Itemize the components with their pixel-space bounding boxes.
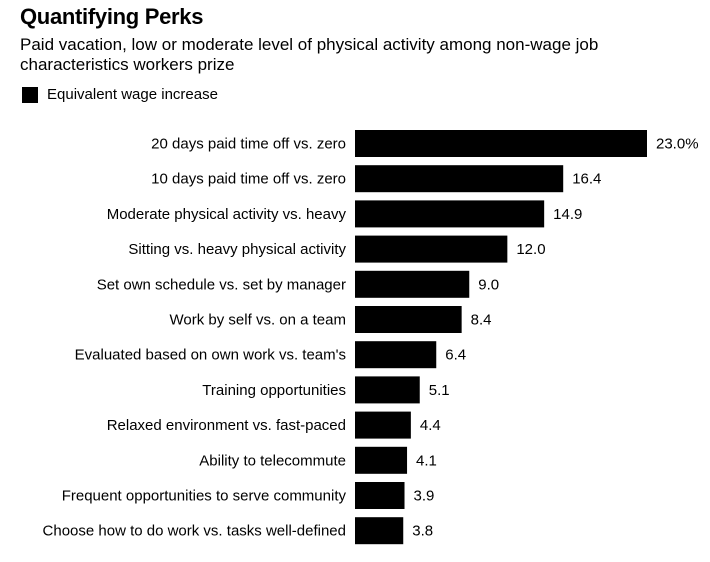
category-label: Choose how to do work vs. tasks well-def… (43, 523, 346, 540)
category-label: Evaluated based on own work vs. team's (75, 347, 346, 364)
category-label: Work by self vs. on a team (170, 312, 346, 329)
bar (355, 200, 545, 228)
category-label: Frequent opportunities to serve communit… (62, 488, 347, 505)
bar (355, 446, 408, 474)
value-label: 9.0 (478, 276, 499, 293)
bar (355, 235, 508, 263)
category-label: Training opportunities (202, 382, 346, 399)
category-label: Relaxed environment vs. fast-paced (107, 417, 346, 434)
value-label: 12.0 (516, 241, 545, 258)
bar (355, 165, 564, 193)
bar (355, 376, 420, 404)
value-label: 3.9 (414, 488, 435, 505)
bar (355, 130, 647, 157)
bar (355, 482, 405, 509)
bar (355, 341, 437, 369)
legend-swatch (22, 86, 38, 103)
value-label: 16.4 (572, 171, 601, 188)
bar (355, 306, 462, 333)
category-label: Ability to telecommute (199, 452, 346, 469)
bar (355, 270, 470, 298)
category-label: Moderate physical activity vs. heavy (107, 206, 347, 223)
category-label: Set own schedule vs. set by manager (97, 276, 346, 293)
value-label: 14.9 (553, 206, 582, 223)
category-label: 10 days paid time off vs. zero (151, 171, 346, 188)
value-label: 3.8 (412, 523, 433, 540)
chart-legend: Equivalent wage increase (22, 86, 218, 103)
value-label: 4.1 (416, 452, 437, 469)
bar-chart: 20 days paid time off vs. zero 23.0% 10 da… (43, 130, 699, 545)
category-label: 20 days paid time off vs. zero (151, 136, 346, 153)
chart-subtitle: Paid vacation, low or moderate level of … (20, 35, 599, 74)
bar (355, 411, 411, 439)
bar (355, 517, 404, 545)
chart-title: Quantifying Perks (20, 4, 204, 29)
category-label: Sitting vs. heavy physical activity (128, 241, 346, 258)
value-label: 5.1 (429, 382, 450, 399)
legend-label: Equivalent wage increase (47, 86, 218, 103)
value-label: 8.4 (471, 312, 492, 329)
value-label: 6.4 (445, 347, 466, 364)
value-label: 4.4 (420, 417, 441, 434)
value-label: 23.0% (656, 136, 699, 153)
